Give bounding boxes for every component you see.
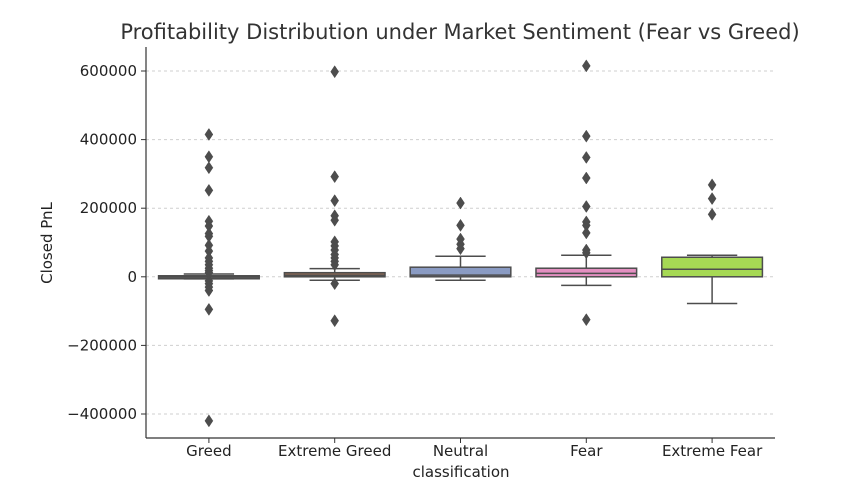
outlier-point — [204, 183, 214, 197]
x-tick-label: Neutral — [433, 442, 488, 460]
outlier-point — [330, 170, 340, 184]
outlier-point — [204, 150, 214, 164]
outlier-point — [456, 196, 465, 210]
outlier-point — [204, 302, 214, 316]
chart-title: Profitability Distribution under Market … — [120, 20, 799, 44]
y-axis: 600000 400000 200000 0 −200000 −400000 — [67, 47, 147, 438]
y-tick-label: 600000 — [80, 62, 137, 80]
outlier-point — [204, 128, 214, 141]
outlier-point — [330, 258, 340, 272]
outlier-point — [581, 246, 591, 260]
outlier-point — [581, 226, 591, 240]
outlier-point — [581, 171, 591, 185]
x-tick-label: Extreme Greed — [278, 442, 391, 460]
box-group — [535, 59, 638, 327]
outlier-point — [204, 284, 214, 297]
box-iqr — [535, 267, 638, 278]
box-group — [157, 128, 260, 428]
x-tick-label: Extreme Fear — [662, 442, 763, 460]
boxes — [157, 59, 764, 428]
y-tick-label: 400000 — [80, 131, 137, 149]
box-group — [661, 178, 764, 305]
outlier-point — [204, 414, 214, 428]
y-tick-label: −200000 — [67, 336, 137, 354]
box-group — [283, 65, 386, 328]
outlier-point — [581, 200, 591, 213]
outlier-point — [330, 194, 340, 208]
outlier-point — [456, 242, 465, 256]
outlier-point — [707, 192, 717, 206]
outlier-point — [707, 178, 717, 192]
outlier-point — [581, 150, 591, 164]
outlier-point — [581, 129, 591, 143]
outlier-point — [456, 218, 465, 232]
y-axis-label: Closed PnL — [38, 201, 56, 283]
outlier-point — [707, 207, 717, 221]
x-axis: Greed Extreme Greed Neutral Fear Extreme Fea… — [146, 437, 775, 460]
x-tick-label: Greed — [186, 442, 231, 460]
x-tick-label: Fear — [570, 442, 603, 460]
outlier-point — [581, 313, 591, 327]
y-tick-label: 200000 — [80, 199, 137, 217]
outlier-point — [330, 314, 340, 328]
box-group — [409, 196, 512, 281]
box-iqr — [409, 266, 512, 278]
y-tick-label: −400000 — [67, 405, 137, 423]
outlier-point — [330, 277, 340, 291]
outlier-point — [330, 65, 340, 79]
y-tick-label: 0 — [127, 268, 137, 286]
x-axis-label: classification — [412, 463, 509, 481]
outlier-point — [204, 161, 214, 175]
box-iqr — [661, 256, 764, 278]
outlier-point — [581, 59, 591, 73]
outlier-point — [330, 213, 340, 227]
